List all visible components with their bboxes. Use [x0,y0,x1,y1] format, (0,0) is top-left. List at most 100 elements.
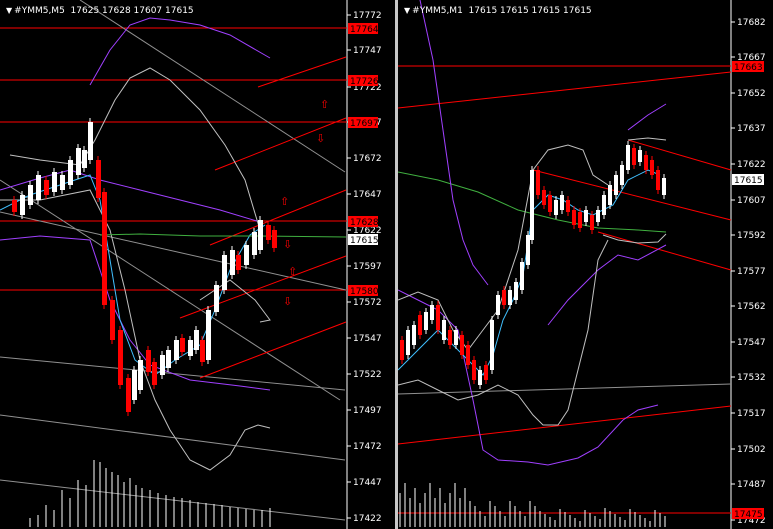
down-arrow-icon: ⇩ [283,238,292,251]
candle-body [478,370,482,385]
level-label: 17663 [734,63,763,73]
current-price-tag [732,174,764,185]
left-chart-canvas[interactable]: 17772 17747 17722 17697 17672 17647 17622 17597… [0,0,395,529]
candle-body [490,320,494,370]
candle-body [52,172,57,192]
left-chart-header: ▼ #YMM5,M5 17625 17628 17607 17615 [6,6,194,16]
price-label: 17622 [353,226,382,236]
level-tag [348,23,378,34]
down-arrow-icon: ⇩ [316,132,325,145]
channel-line [214,117,347,171]
candle-body [448,330,452,345]
candle-body [460,335,464,355]
price-label: 17562 [737,302,766,312]
right-chart-header: ▼ #YMM5,M1 17615 17615 17615 17615 [404,6,592,16]
candle-body [650,160,654,175]
candle-body [466,345,470,365]
price-label: 17472 [737,516,766,526]
price-label: 17547 [737,338,766,348]
price-label: 17647 [353,190,382,200]
channel-line [398,71,732,109]
candle-body [236,255,241,270]
left-ohlc: 17625 17628 17607 17615 [70,6,194,16]
candle-body [530,170,534,240]
right-chart-window[interactable]: 17682 17667 17652 17637 17622 17607 17592 17577… [398,0,773,529]
candle-body [548,195,552,212]
candle-body [252,232,257,255]
trend-line [0,414,346,461]
collapse-arrow-icon[interactable]: ▼ [404,6,411,15]
bollinger-outer-lower [0,235,271,391]
candle-body [222,255,227,290]
collapse-arrow-icon[interactable]: ▼ [6,6,13,15]
candle-body [520,262,524,290]
level-label: 17726 [350,77,379,87]
price-label: 17497 [353,406,382,416]
level-label: 17628 [350,218,379,228]
right-chart-canvas[interactable]: 17682 17667 17652 17637 17622 17607 17592 17577… [398,0,773,529]
bollinger-inner-lower [0,189,271,471]
price-label: 17652 [737,89,766,99]
candle-body [76,148,81,175]
candle-body [542,190,546,205]
candle-body [596,210,600,222]
price-label: 17517 [737,409,766,419]
price-label: 17747 [353,46,382,56]
channel-line [597,231,732,271]
channel-line [179,255,347,319]
level-tag [732,61,764,72]
price-label: 17772 [353,11,382,21]
candle-body [194,330,199,350]
ma-slow-line [99,233,347,238]
candle-body [132,370,137,400]
price-label: 17502 [737,445,766,455]
bollinger-outer-upper [89,17,271,86]
candle-body [554,200,558,215]
level-label: 17764 [350,25,379,35]
price-label: 17447 [353,478,382,488]
candle-body [68,160,73,185]
price-label: 17597 [353,262,382,272]
left-symbol: #YMM5,M5 [14,6,65,16]
right-ohlc: 17615 17615 17615 17615 [468,6,592,16]
candle-body [12,200,17,212]
level-tag [348,117,378,128]
price-label: 17472 [353,442,382,452]
level-label: 17475 [734,510,763,520]
candle-body [28,185,33,205]
window-splitter[interactable] [395,0,398,529]
candle-body [188,340,193,356]
candle-body [536,170,540,195]
bollinger-inner-upper-2 [627,137,667,141]
candle-body [502,290,506,305]
candle-body [442,320,446,340]
candle-body [206,310,211,360]
ma-fast-line [398,169,661,376]
candle-body [644,155,648,170]
candle-body [412,325,416,345]
candle-body [152,362,157,385]
candle-body [514,282,518,300]
current-price-label: 17615 [734,176,763,186]
candle-body [572,210,576,225]
bollinger-outer-lower-2 [547,244,667,326]
down-arrow-icon: ⇩ [283,295,292,308]
price-label: 17572 [353,298,382,308]
candle-body [626,145,630,170]
price-label: 17667 [737,53,766,63]
candle-body [620,165,624,185]
candle-body [272,230,277,248]
price-label: 17682 [737,18,766,28]
bollinger-inner-lower-2 [199,279,271,323]
price-label: 17637 [737,124,766,134]
bollinger-outer-upper [419,0,489,286]
channel-line [398,405,732,445]
candle-body [662,178,666,195]
left-chart-window[interactable]: 17772 17747 17722 17697 17672 17647 17622 17597… [0,0,395,529]
candle-body [590,215,594,230]
level-tag [348,75,378,86]
candle-body [82,150,87,168]
candle-body [126,378,131,412]
price-label: 17547 [353,334,382,344]
price-label: 17532 [737,373,766,383]
